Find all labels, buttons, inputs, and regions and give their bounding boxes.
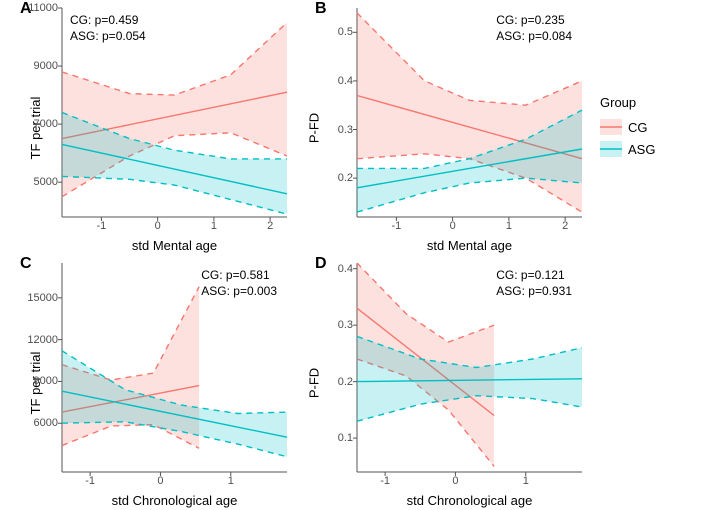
panel-letter: D [315,255,327,273]
panel-D: DP-FDstd Chronological age0.10.20.30.4-1… [295,255,590,510]
x-axis-title: std Chronological age [357,493,582,508]
x-tick-label: 0 [450,217,456,232]
x-tick-label: 2 [562,217,568,232]
legend-swatch [600,141,622,157]
x-axis-title: std Chronological age [62,493,287,508]
x-tick-label: -1 [96,217,106,232]
x-axis-title: std Mental age [62,238,287,253]
y-tick-label: 6000 [34,417,62,429]
x-tick-label: 0 [452,472,458,487]
y-tick-label: 0.4 [338,75,357,87]
panels-grid: ATF per trialstd Mental age5000700090001… [0,0,590,510]
panel-A: ATF per trialstd Mental age5000700090001… [0,0,295,255]
x-tick-label: 0 [157,472,163,487]
x-tick-label: 2 [267,217,273,232]
y-tick-label: 0.2 [338,172,357,184]
y-tick-label: 15000 [27,292,62,304]
legend-swatch [600,119,622,135]
y-tick-label: 9000 [34,60,62,72]
x-tick-label: 1 [228,472,234,487]
pvalue-annotation: CG: p=0.235ASG: p=0.084 [496,12,572,44]
y-tick-label: 12000 [27,334,62,346]
pvalue-annotation: CG: p=0.581ASG: p=0.003 [201,267,277,299]
y-tick-label: 0.5 [338,26,357,38]
y-tick-label: 0.3 [338,319,357,331]
legend-label: ASG [628,142,655,157]
legend-items: CG ASG [600,116,700,160]
y-tick-label: 5000 [34,176,62,188]
y-tick-label: 0.3 [338,124,357,136]
panel-letter: C [20,255,32,273]
x-tick-label: 1 [506,217,512,232]
x-tick-label: -1 [391,217,401,232]
y-tick-label: 9000 [34,375,62,387]
plot-area: 50007000900011000-1012CG: p=0.459ASG: p=… [62,8,287,217]
y-axis-title: P-FD [307,367,322,397]
plot-area: 0.20.30.40.5-1012CG: p=0.235ASG: p=0.084 [357,8,582,217]
plot-area: 0.10.20.30.4-101CG: p=0.121ASG: p=0.931 [357,263,582,472]
x-tick-label: 0 [155,217,161,232]
plot-area: 600090001200015000-101CG: p=0.581ASG: p=… [62,263,287,472]
panel-B: BP-FDstd Mental age0.20.30.40.5-1012CG: … [295,0,590,255]
y-tick-label: 0.1 [338,432,357,444]
y-axis-title: P-FD [307,112,322,142]
y-tick-label: 0.2 [338,376,357,388]
pvalue-annotation: CG: p=0.459ASG: p=0.054 [70,12,146,44]
y-tick-label: 11000 [28,2,62,14]
x-tick-label: 1 [211,217,217,232]
y-tick-label: 7000 [34,118,62,130]
pvalue-annotation: CG: p=0.121ASG: p=0.931 [496,267,572,299]
panel-letter: B [315,0,327,18]
x-tick-label: 1 [523,472,529,487]
legend-title: Group [600,95,700,110]
x-tick-label: -1 [380,472,390,487]
legend: Group CG ASG [600,95,700,160]
x-axis-title: std Mental age [357,238,582,253]
figure-root: ATF per trialstd Mental age5000700090001… [0,0,708,510]
y-tick-label: 0.4 [338,263,357,275]
legend-label: CG [628,120,648,135]
legend-item-cg: CG [600,116,700,138]
panel-C: CTF per trialstd Chronological age600090… [0,255,295,510]
legend-item-asg: ASG [600,138,700,160]
x-tick-label: -1 [85,472,95,487]
